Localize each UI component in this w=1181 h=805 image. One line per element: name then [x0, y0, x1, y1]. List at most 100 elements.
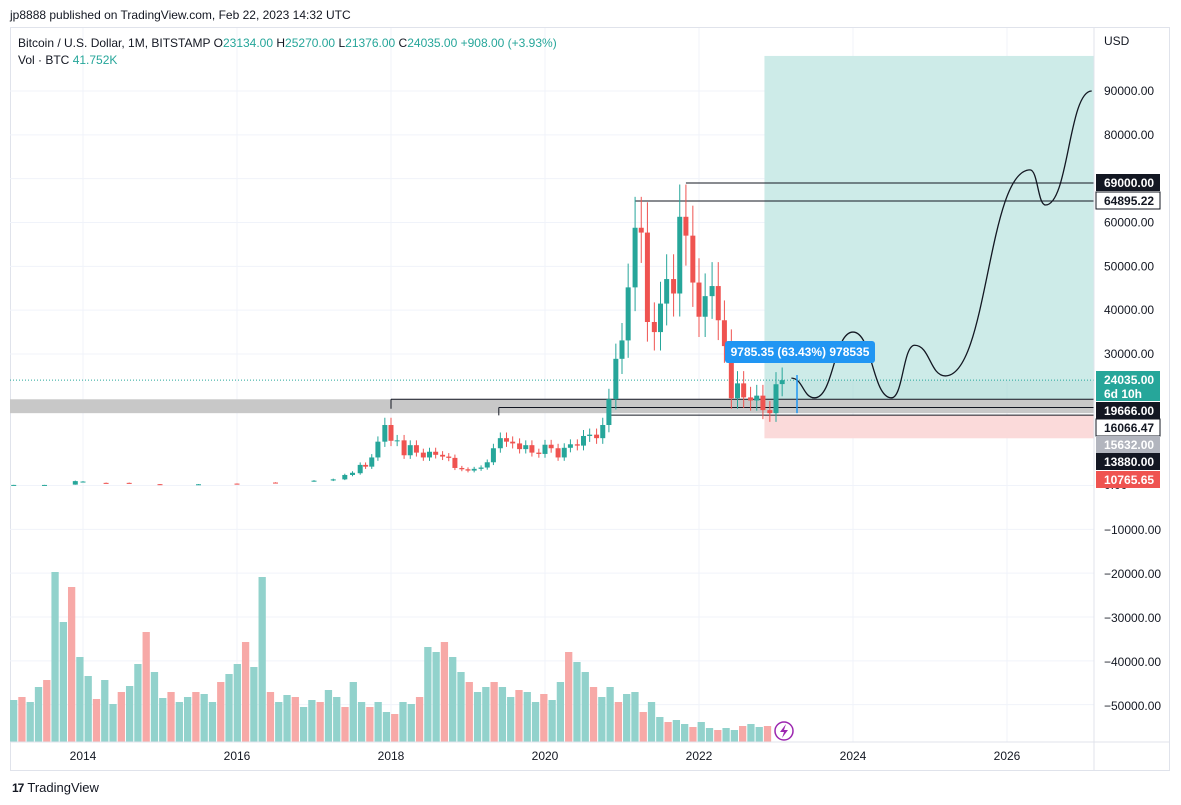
chart-frame[interactable]: [10, 27, 1170, 771]
candle[interactable]: [342, 474, 348, 480]
candle[interactable]: [388, 425, 394, 441]
price-level-tag[interactable]: [1096, 471, 1160, 488]
candle[interactable]: [446, 456, 452, 458]
candle[interactable]: [330, 479, 336, 481]
candle[interactable]: [677, 216, 683, 294]
candle[interactable]: [644, 232, 650, 323]
candle[interactable]: [664, 279, 670, 304]
volume-bar: [424, 647, 432, 742]
price-level-tag[interactable]: [1096, 453, 1160, 470]
price-level-tag[interactable]: [1096, 174, 1160, 191]
candle[interactable]: [427, 451, 432, 458]
candle[interactable]: [779, 380, 785, 385]
candle[interactable]: [735, 383, 740, 399]
candle[interactable]: [11, 484, 17, 486]
candle[interactable]: [581, 435, 586, 446]
candle[interactable]: [273, 482, 278, 484]
candle[interactable]: [690, 235, 696, 283]
price-level-tag[interactable]: [1096, 436, 1160, 453]
candle[interactable]: [536, 452, 542, 454]
candle[interactable]: [413, 445, 419, 453]
price-level-tag[interactable]: [1096, 371, 1160, 401]
candle[interactable]: [748, 397, 754, 401]
candle[interactable]: [401, 440, 407, 456]
candle[interactable]: [350, 472, 355, 475]
candle[interactable]: [613, 358, 619, 400]
volume-bar: [324, 690, 333, 742]
candle[interactable]: [651, 322, 657, 333]
price-level-tag[interactable]: [1095, 191, 1161, 210]
candle[interactable]: [42, 484, 47, 486]
candle[interactable]: [484, 462, 490, 468]
candle[interactable]: [490, 448, 496, 463]
candle[interactable]: [671, 279, 677, 294]
candle[interactable]: [369, 457, 375, 467]
candle[interactable]: [465, 469, 471, 471]
candle[interactable]: [587, 434, 593, 436]
candle[interactable]: [440, 454, 446, 457]
candle[interactable]: [542, 444, 548, 454]
candle[interactable]: [529, 445, 535, 453]
candle[interactable]: [773, 384, 779, 414]
candle[interactable]: [619, 340, 625, 359]
candle[interactable]: [103, 482, 109, 484]
candle[interactable]: [625, 287, 631, 341]
candle[interactable]: [72, 481, 78, 485]
candle[interactable]: [715, 286, 721, 321]
volume-bar: [357, 702, 366, 742]
volume-bar: [391, 714, 399, 742]
candle[interactable]: [311, 480, 317, 482]
candle[interactable]: [196, 484, 201, 486]
candle[interactable]: [375, 441, 381, 458]
candle[interactable]: [517, 443, 523, 450]
candle[interactable]: [709, 286, 715, 297]
candle[interactable]: [407, 445, 413, 456]
candle[interactable]: [594, 434, 600, 439]
volume-bar: [84, 676, 92, 742]
candle[interactable]: [658, 303, 663, 333]
candle[interactable]: [574, 444, 580, 446]
candle[interactable]: [394, 440, 400, 442]
legend-close: 24035.00: [407, 36, 458, 50]
candle[interactable]: [478, 467, 484, 469]
candle[interactable]: [504, 438, 509, 442]
candle[interactable]: [80, 481, 86, 483]
candle[interactable]: [523, 445, 529, 450]
candle[interactable]: [606, 399, 612, 426]
candle[interactable]: [600, 425, 606, 439]
candle[interactable]: [754, 395, 760, 401]
price-level-tag[interactable]: [1096, 402, 1160, 419]
candle[interactable]: [420, 452, 426, 458]
candle[interactable]: [683, 216, 689, 236]
candle[interactable]: [382, 425, 388, 442]
candle[interactable]: [767, 410, 773, 414]
legend-symbol[interactable]: Bitcoin / U.S. Dollar, 1M, BITSTAMP: [18, 36, 211, 50]
candle[interactable]: [497, 438, 503, 449]
candle[interactable]: [561, 447, 567, 458]
candle[interactable]: [702, 296, 708, 317]
candle[interactable]: [363, 464, 369, 467]
candle[interactable]: [632, 227, 638, 288]
candle[interactable]: [510, 441, 516, 444]
candle[interactable]: [696, 282, 702, 317]
candle[interactable]: [471, 468, 477, 471]
footer-branding[interactable]: 17 TradingView: [12, 780, 99, 795]
candle[interactable]: [721, 320, 727, 347]
legend-volume-label[interactable]: Vol · BTC: [18, 53, 70, 67]
candle[interactable]: [157, 484, 163, 486]
candle[interactable]: [459, 467, 465, 470]
candle[interactable]: [234, 483, 240, 485]
candle[interactable]: [760, 395, 766, 411]
candle[interactable]: [433, 451, 439, 455]
candle[interactable]: [567, 444, 573, 448]
candle[interactable]: [452, 457, 458, 468]
candle[interactable]: [548, 444, 554, 449]
candle[interactable]: [357, 464, 363, 474]
volume-bar: [739, 726, 747, 742]
candle[interactable]: [126, 482, 132, 484]
candle[interactable]: [555, 448, 561, 458]
candle[interactable]: [741, 383, 747, 398]
candle[interactable]: [728, 346, 734, 399]
candle[interactable]: [638, 227, 644, 233]
